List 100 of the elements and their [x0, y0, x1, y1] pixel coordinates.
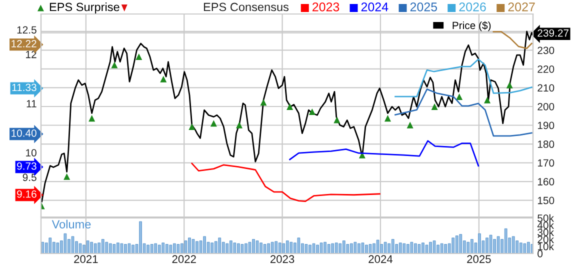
bar [237, 243, 240, 254]
y-tick-label: 0 [538, 250, 543, 258]
point [111, 62, 118, 68]
bar [504, 228, 508, 254]
y2-tick-label: 200 [538, 102, 554, 110]
x-tick-label: 2023 [270, 255, 294, 264]
line-series [394, 58, 532, 98]
bar [94, 243, 97, 254]
bar [486, 238, 488, 254]
bar [222, 242, 225, 254]
bar [150, 244, 154, 254]
y2-tick-label: 160 [538, 178, 554, 186]
legend-label: 2024 [361, 2, 388, 12]
bar [226, 243, 229, 254]
bar [165, 244, 168, 254]
bar [244, 243, 248, 254]
y-tick-label: 9.5 [22, 174, 36, 182]
bar [105, 242, 108, 254]
bar [342, 240, 346, 254]
y-tick-label: 12.5 [17, 26, 36, 34]
bar [101, 239, 104, 254]
bar [410, 242, 414, 254]
bar [414, 243, 417, 254]
bar [320, 242, 323, 254]
bar [203, 236, 206, 254]
y-tick-label: 12.22 [12, 40, 36, 48]
y-tick-label: 50k [538, 214, 554, 222]
bar [354, 242, 357, 254]
y2-tick-label: 180 [538, 140, 554, 148]
y2-tick-label: 170 [538, 159, 554, 167]
bar [368, 244, 372, 254]
bar [180, 243, 184, 254]
y-tick-label: 10 [26, 149, 36, 156]
bar [384, 242, 387, 254]
bar [324, 242, 326, 254]
y-tick-label: 9.73 [17, 162, 36, 170]
bar [308, 244, 312, 254]
point [334, 116, 340, 124]
bar [263, 244, 266, 254]
bar [248, 242, 252, 254]
bar [519, 242, 522, 254]
bar [523, 243, 526, 254]
bar [361, 242, 364, 254]
bar [210, 242, 214, 254]
legend-label: 2025 [410, 2, 438, 12]
bar [527, 242, 530, 254]
point [64, 173, 70, 180]
y2-tick-label: 150 [538, 196, 554, 204]
bar [256, 240, 259, 254]
point [188, 124, 196, 130]
point [88, 115, 96, 122]
bar [466, 242, 470, 254]
bar [304, 244, 308, 254]
bar [52, 242, 56, 254]
point [431, 103, 438, 110]
bar [188, 238, 191, 254]
bar [406, 244, 410, 254]
bar [432, 240, 436, 254]
bar [192, 239, 195, 254]
bar [297, 238, 300, 254]
bar [82, 244, 86, 254]
y-tick-label: 30k [538, 228, 554, 236]
bar [372, 243, 376, 254]
point [506, 82, 513, 88]
y2-tick-label: 190 [538, 122, 554, 130]
bar [112, 244, 116, 254]
bar [270, 242, 274, 254]
y-tick-label: 10k [538, 242, 554, 250]
y-tick-label: 9.16 [17, 190, 36, 198]
y-tick-label: 40k [537, 221, 554, 229]
bar [90, 242, 93, 254]
bar [327, 244, 330, 254]
bar [358, 243, 360, 254]
bar [350, 243, 353, 254]
legend-label: 2023 [312, 2, 340, 12]
bar [440, 243, 444, 254]
bar [470, 239, 474, 254]
bar [282, 243, 286, 254]
bar [290, 242, 293, 254]
point [484, 96, 491, 104]
y2-tick-label: 239.27 [538, 29, 569, 37]
bar [452, 238, 455, 254]
bar [365, 244, 368, 254]
bar [444, 244, 447, 254]
y-tick-label: 20k [538, 236, 554, 244]
bar [398, 242, 402, 254]
bar [124, 244, 127, 254]
bar [173, 243, 176, 254]
legend-label: EPS Surprise [50, 2, 120, 14]
bar [128, 243, 131, 254]
bar [132, 244, 134, 254]
bar [162, 242, 165, 254]
bar [312, 243, 316, 254]
bar [139, 221, 142, 254]
line-series [289, 140, 480, 167]
y-tick-label: 11 [26, 100, 36, 108]
bar [169, 244, 172, 254]
bar [334, 242, 338, 254]
bar [64, 233, 67, 254]
bar [391, 239, 394, 254]
